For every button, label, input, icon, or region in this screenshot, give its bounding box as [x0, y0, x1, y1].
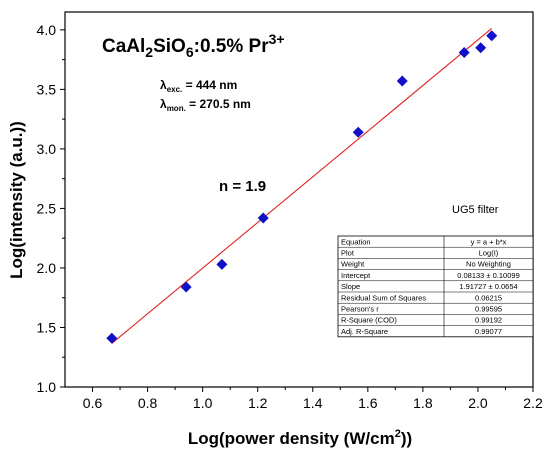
stats-table: Equation y = a + b*x Plot Log(I) Weight No We… [337, 235, 534, 338]
title-tail: :0.5% Pr [194, 36, 270, 57]
chart-title: CaAl2SiO6:0.5% Pr3+ [102, 31, 285, 60]
data-point [216, 258, 228, 270]
y-tick-label: 2.5 [37, 200, 57, 216]
title-mid: SiO [153, 36, 186, 57]
stats-table-key: Intercept [341, 271, 371, 280]
y-tick-label: 1.0 [37, 379, 57, 395]
stats-table-key: Adj. R-Square [341, 327, 388, 336]
x-tick-label: 0.8 [138, 395, 158, 411]
plot-frame [64, 11, 534, 388]
y-axis-title: Log(intensity (a.u.)) [7, 121, 26, 279]
excitation-label: λexc. = 444 nm [160, 78, 237, 94]
stats-table-value: 1.91727 ± 0.0654 [459, 282, 517, 291]
title-sub-1: 2 [145, 44, 153, 60]
x-tick-label: 2.0 [468, 395, 488, 411]
stats-table-key: Plot [341, 249, 355, 258]
stats-table-key: Pearson's r [341, 305, 379, 314]
stats-table-value: y = a + b*x [471, 237, 507, 246]
stats-table-value: 0.99595 [475, 305, 502, 314]
data-point [475, 42, 487, 54]
title-sup: 3+ [269, 31, 285, 47]
stats-table-value: 0.99192 [475, 316, 502, 325]
data-point [396, 75, 408, 87]
data-point [257, 212, 269, 224]
stats-table-key: R-Square (COD) [341, 316, 397, 325]
x-tick-labels: 0.6 0.8 1.0 1.2 1.4 1.6 1.8 2.0 2.2 [83, 395, 543, 411]
y-tick-labels: 1.0 1.5 2.0 2.5 3.0 3.5 4.0 [37, 22, 57, 395]
stats-table-value: 0.08133 ± 0.10099 [457, 271, 520, 280]
stats-table-value: No Weighting [466, 260, 511, 269]
x-tick-label: 1.8 [413, 395, 433, 411]
stats-table-key: Weight [341, 260, 365, 269]
y-tick-label: 4.0 [37, 22, 57, 38]
title-main: CaAl [102, 36, 145, 57]
x-tick-label: 2.2 [523, 395, 543, 411]
y-tick-label: 3.0 [37, 141, 57, 157]
stats-table-frame [337, 235, 534, 338]
data-points [106, 30, 498, 344]
x-tick-label: 1.2 [248, 395, 268, 411]
x-tick-label: 1.4 [303, 395, 323, 411]
n-label: n = 1.9 [219, 178, 266, 195]
filter-label: UG5 filter [452, 204, 499, 216]
fit-line-group [111, 28, 493, 344]
data-point [458, 46, 470, 58]
stats-table-key: Slope [341, 282, 360, 291]
stats-table-value: 0.06215 [475, 293, 502, 302]
x-tick-label: 0.6 [83, 395, 103, 411]
stats-table-value: Log(I) [479, 249, 499, 258]
monitor-label: λmon. = 270.5 nm [160, 97, 251, 113]
fit-line [111, 28, 493, 344]
data-point [106, 332, 118, 344]
y-tick-label: 1.5 [37, 319, 57, 335]
stats-table-key: Equation [341, 237, 371, 246]
title-sub-2: 6 [186, 44, 194, 60]
y-tick-label: 2.0 [37, 260, 57, 276]
x-tick-label: 1.0 [193, 395, 213, 411]
data-point [486, 30, 498, 42]
data-point [352, 126, 364, 138]
data-point [180, 281, 192, 293]
x-axis-title: Log(power density (W/cm2)) [188, 428, 412, 448]
x-tick-label: 1.6 [358, 395, 378, 411]
y-tick-label: 3.5 [37, 81, 57, 97]
stats-table-key: Residual Sum of Squares [341, 293, 426, 302]
stats-table-value: 0.99077 [475, 327, 502, 336]
